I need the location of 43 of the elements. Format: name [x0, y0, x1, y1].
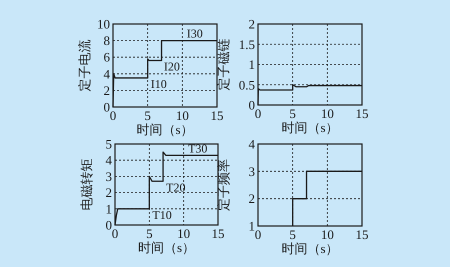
y-tick-label: 8: [104, 33, 110, 48]
y-tick-label: 2: [248, 16, 255, 32]
x-tick-label: 5: [289, 227, 296, 242]
x-tick-label: 15: [356, 227, 368, 242]
y-tick-label: 1: [248, 218, 255, 234]
x-tick-label: 5: [144, 108, 151, 123]
annotation: I30: [186, 26, 203, 41]
y-tick-label: 3: [106, 168, 112, 184]
y-tick-label: 10: [97, 16, 110, 32]
y-tick-label: 6: [104, 50, 110, 65]
y-axis-title: 电磁转矩: [79, 158, 94, 210]
x-tick-label: 5: [146, 226, 153, 241]
annotation: I20: [164, 60, 180, 74]
annotation: I10: [150, 76, 167, 91]
y-tick-label: 0.5: [238, 77, 255, 92]
x-axis-title: 时间（s）: [138, 240, 196, 255]
x-tick-label: 15: [212, 226, 224, 241]
annotation: T10: [152, 208, 172, 222]
annotation: T20: [166, 180, 186, 194]
y-tick-label: 2: [106, 185, 112, 200]
y-tick-label: 2: [104, 82, 110, 98]
y-tick-label: 1.5: [238, 36, 255, 52]
x-tick-label: 5: [289, 106, 296, 121]
x-tick-label: 10: [177, 226, 190, 241]
annotation: T30: [188, 141, 208, 156]
y-tick-label: 2: [248, 191, 255, 206]
y-tick-label: 5: [106, 136, 112, 152]
x-tick-label: 10: [320, 227, 334, 242]
x-axis-title: 时间（s）: [281, 241, 339, 256]
y-tick-label: 3: [248, 164, 255, 179]
y-tick-label: 1: [248, 57, 255, 72]
y-tick-label: 1: [106, 201, 112, 216]
x-tick-label: 15: [210, 108, 224, 123]
x-tick-label: 10: [320, 106, 334, 121]
y-axis-title: 定子磁链: [216, 38, 231, 90]
x-tick-label: 15: [356, 106, 368, 121]
x-axis-title: 时间（s）: [281, 120, 339, 135]
y-axis-title: 定子电流: [77, 40, 92, 92]
x-tick-label: 10: [176, 108, 189, 123]
y-tick-label: 4: [248, 136, 256, 152]
y-tick-label: 4: [106, 152, 112, 168]
y-tick-label: 4: [104, 66, 110, 82]
x-axis-title: 时间（s）: [136, 122, 194, 137]
